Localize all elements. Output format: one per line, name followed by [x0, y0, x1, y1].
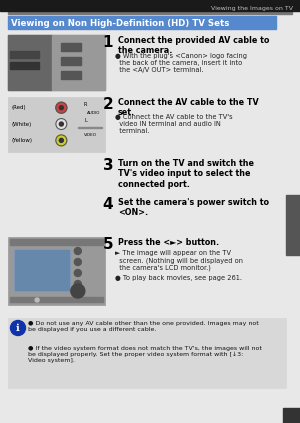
Bar [14, 249, 70, 291]
Text: 5: 5 [103, 237, 113, 252]
Circle shape [56, 118, 67, 129]
Text: ● To play back movies, see page 261.: ● To play back movies, see page 261. [115, 275, 242, 281]
Bar [10, 63, 39, 69]
Bar [61, 71, 81, 79]
Bar [52, 35, 105, 90]
Bar [286, 195, 300, 255]
Circle shape [56, 102, 67, 113]
Bar [78, 127, 102, 128]
Bar [10, 239, 103, 245]
Circle shape [59, 106, 63, 110]
Bar [8, 35, 105, 90]
Bar [283, 408, 300, 423]
Text: Set the camera's power switch to
<ON>.: Set the camera's power switch to <ON>. [118, 198, 269, 217]
Circle shape [35, 298, 39, 302]
Circle shape [71, 284, 85, 298]
Text: Press the <►> button.: Press the <►> button. [118, 238, 219, 247]
Bar [61, 57, 81, 65]
Text: (White): (White) [12, 121, 32, 126]
Text: Connect the AV cable to the TV
set.: Connect the AV cable to the TV set. [118, 98, 259, 118]
Text: ● Do not use any AV cable other than the one provided. Images may not
be display: ● Do not use any AV cable other than the… [28, 321, 259, 332]
Bar [0, 0, 300, 11]
Text: ► The image will appear on the TV
  screen. (Nothing will be displayed on
  the : ► The image will appear on the TV screen… [115, 250, 243, 271]
Text: 2: 2 [103, 97, 113, 112]
Text: Turn on the TV and switch the
TV's video input to select the
connected port.: Turn on the TV and switch the TV's video… [118, 159, 254, 189]
Bar [8, 318, 286, 388]
Text: R: R [84, 102, 87, 107]
Bar [15, 250, 69, 290]
Circle shape [59, 122, 63, 126]
Bar [61, 43, 81, 51]
Text: Viewing the Images on TV: Viewing the Images on TV [211, 6, 293, 11]
Text: ● With the plug's <Canon> logo facing
  the back of the camera, insert it into
 : ● With the plug's <Canon> logo facing th… [115, 53, 247, 73]
Text: 4: 4 [103, 197, 113, 212]
Text: Connect the provided AV cable to
the camera.: Connect the provided AV cable to the cam… [118, 36, 269, 55]
Text: L: L [84, 118, 87, 124]
Text: ℹ: ℹ [16, 323, 20, 333]
Text: AUDIO: AUDIO [87, 111, 100, 115]
Circle shape [56, 135, 67, 146]
Bar [8, 35, 52, 90]
Text: ● Connect the AV cable to the TV's
  video IN terminal and audio IN
  terminal.: ● Connect the AV cable to the TV's video… [115, 114, 232, 134]
Bar [8, 97, 105, 152]
Text: (Red): (Red) [12, 105, 27, 110]
Text: 3: 3 [103, 158, 113, 173]
Text: 1: 1 [103, 35, 113, 50]
Text: ● If the video system format does not match the TV's, the images will not
be dis: ● If the video system format does not ma… [28, 346, 262, 363]
Bar [10, 52, 39, 58]
Circle shape [74, 280, 81, 288]
Bar [8, 237, 105, 305]
Bar [8, 12, 292, 14]
Circle shape [59, 138, 63, 143]
Text: Viewing on Non High-Definition (HD) TV Sets: Viewing on Non High-Definition (HD) TV S… [11, 19, 230, 27]
Circle shape [74, 258, 81, 266]
Text: (Yellow): (Yellow) [12, 138, 33, 143]
Bar [8, 16, 276, 29]
Circle shape [74, 247, 81, 255]
Text: VIDEO: VIDEO [84, 133, 97, 137]
Circle shape [74, 269, 81, 277]
Circle shape [11, 321, 26, 335]
Bar [10, 297, 103, 302]
